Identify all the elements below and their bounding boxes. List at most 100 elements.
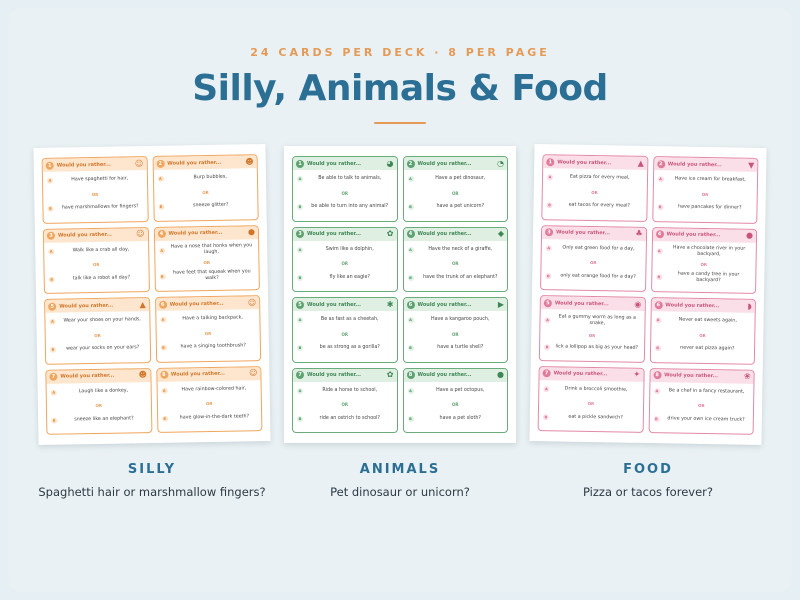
watermelon-icon: ◗ xyxy=(747,301,752,311)
option-a-badge: A xyxy=(49,318,56,326)
option-b-badge: B xyxy=(159,273,166,280)
card-number: 5 xyxy=(543,298,552,307)
option-a-text: Have a pet dinosaur, xyxy=(435,176,486,182)
card-body: A Laugh like a donkey, OR B sneeze like … xyxy=(47,382,151,434)
question-card: 4 Would you rather... ◆ A Have the neck … xyxy=(402,226,508,292)
option-a-text: Have rainbow-colored hair, xyxy=(181,386,247,393)
question-card: 6 Would you rather... ◗ A Never eat swee… xyxy=(649,297,756,365)
card-body: A Walk like a crab all day, OR B talk li… xyxy=(44,241,148,293)
option-a: A Have a chocolate river in your backyar… xyxy=(656,245,752,258)
option-a-badge: A xyxy=(297,176,303,183)
option-b-text: ride an ostrich to school? xyxy=(319,415,380,421)
card-number: 8 xyxy=(406,371,415,379)
card-heading: Would you rather... xyxy=(666,231,721,239)
option-a: A Swim like a dolphin, xyxy=(297,246,393,253)
question-card: 3 Would you rather... ☺ A Walk like a cr… xyxy=(42,226,150,294)
option-a-badge: A xyxy=(297,246,303,253)
question-card: 2 Would you rather... ◔ A Have a pet din… xyxy=(402,156,508,222)
card-heading: Would you rather... xyxy=(170,370,225,378)
question-card: 6 Would you rather... ▶ A Have a kangaro… xyxy=(402,297,508,363)
question-card: 8 Would you rather... ● A Have a pet oct… xyxy=(402,367,508,433)
ice-cream-icon: ▼ xyxy=(748,160,755,170)
card-number: 4 xyxy=(406,230,415,238)
card-heading: Would you rather... xyxy=(667,160,722,168)
card-number: 7 xyxy=(49,372,58,381)
option-a-text: Have a talking backpack, xyxy=(182,315,243,322)
option-b: B sneeze glitter? xyxy=(157,202,254,211)
option-b-badge: B xyxy=(48,276,55,283)
card-body: A Drink a broccoli smoothie, OR B eat a … xyxy=(539,380,643,432)
option-b: B lick a lollipop as big as your head? xyxy=(544,344,640,352)
or-divider: OR xyxy=(587,401,595,407)
option-a-badge: A xyxy=(50,389,57,396)
option-a: A Be able to talk to animals, xyxy=(297,176,393,183)
card-body: A Eat a gummy worm as long as a snake, O… xyxy=(540,309,644,361)
card-grid: 1 Would you rather... ☺ A Have spaghetti… xyxy=(41,154,263,435)
option-b-text: never eat pizza again? xyxy=(680,345,735,352)
lollipop-icon: ◉ xyxy=(634,299,642,309)
option-a: A Have spaghetti for hair, xyxy=(46,176,143,185)
option-b: B have pancakes for dinner? xyxy=(656,204,753,212)
card-body: A Have ice cream for breakfast, OR B hav… xyxy=(653,170,757,222)
card-body: A Wear your shoes on your hands, OR B we… xyxy=(45,311,149,363)
card-number: 8 xyxy=(653,371,662,380)
butterfly-icon: ✿ xyxy=(386,370,394,379)
question-card: 5 Would you rather... ✱ A Be as fast as … xyxy=(292,297,398,363)
question-card: 8 Would you rather... ❀ A Be a chef in a… xyxy=(648,367,755,435)
option-b-text: have the trunk of an elephant? xyxy=(423,274,498,280)
option-b-badge: B xyxy=(297,274,303,281)
option-b-badge: B xyxy=(655,273,662,281)
card-number: 3 xyxy=(545,228,554,237)
question-card: 2 Would you rather... ▼ A Have ice cream… xyxy=(651,156,759,224)
card-number: 4 xyxy=(655,230,664,239)
option-a-text: Have a kangaroo pouch, xyxy=(431,317,490,323)
candy-icon: ✦ xyxy=(633,369,641,379)
card-header: 7 Would you rather... ✿ xyxy=(293,368,397,382)
option-b-badge: B xyxy=(297,204,303,211)
card-body: A Ride a horse to school, OR B ride an o… xyxy=(293,382,397,433)
ladybug-icon: ● xyxy=(497,370,504,379)
option-a-badge: A xyxy=(297,317,303,324)
option-a-badge: A xyxy=(407,246,414,253)
option-a-text: Drink a broccoli smoothie, xyxy=(564,386,628,393)
question-card: 3 Would you rather... ✿ A Swim like a do… xyxy=(292,226,398,292)
option-a-text: Eat pizza for every meal, xyxy=(569,174,630,182)
card-number: 5 xyxy=(296,300,304,309)
card-heading: Would you rather... xyxy=(168,229,223,237)
card-heading: Would you rather... xyxy=(60,372,115,380)
option-b: B fly like an eagle? xyxy=(297,274,393,281)
option-b: B have feet that squeak when you walk? xyxy=(159,269,255,282)
laugh-face-icon: ☺ xyxy=(136,229,145,239)
option-a-badge: A xyxy=(46,177,54,185)
card-heading: Would you rather... xyxy=(307,160,361,167)
option-b-text: have marshmallows for fingers? xyxy=(61,204,139,211)
or-divider: OR xyxy=(341,190,348,196)
card-number: 1 xyxy=(296,159,304,168)
option-b-badge: B xyxy=(654,345,661,352)
card-body: A Have a kangaroo pouch, OR B have a tur… xyxy=(404,311,508,362)
card-number: 2 xyxy=(656,159,665,168)
option-a-text: Be a chef in a fancy restaurant, xyxy=(668,388,745,395)
card-heading: Would you rather... xyxy=(553,370,608,378)
option-a-badge: A xyxy=(48,248,55,255)
option-b-text: talk like a robot all day? xyxy=(72,275,131,282)
option-b-text: have feet that squeak when you walk? xyxy=(173,269,251,281)
or-divider: OR xyxy=(341,402,348,408)
option-b: B have a candy tree in your backyard? xyxy=(655,271,752,284)
option-b-text: sneeze glitter? xyxy=(192,203,229,209)
option-a-text: Be able to talk to animals, xyxy=(318,176,382,182)
option-b-badge: B xyxy=(544,344,551,351)
option-b-badge: B xyxy=(49,346,57,354)
option-a-text: Laugh like a donkey, xyxy=(78,388,129,395)
option-b-badge: B xyxy=(297,415,303,422)
card-body: A Burp bubbles, OR B sneeze glitter? xyxy=(153,168,257,220)
card-number: 3 xyxy=(296,230,304,238)
card-body: A Swim like a dolphin, OR B fly like an … xyxy=(293,241,397,292)
option-b-text: eat tacos for every meal? xyxy=(568,202,630,210)
or-divider: OR xyxy=(452,402,459,408)
option-b: B have a singing toothbrush? xyxy=(160,343,256,352)
option-a: A Never eat sweets again, xyxy=(654,317,751,325)
card-header: 3 Would you rather... ✿ xyxy=(293,227,397,241)
or-divider: OR xyxy=(698,403,705,409)
deck-label-animals: ANIMALS xyxy=(359,462,441,477)
